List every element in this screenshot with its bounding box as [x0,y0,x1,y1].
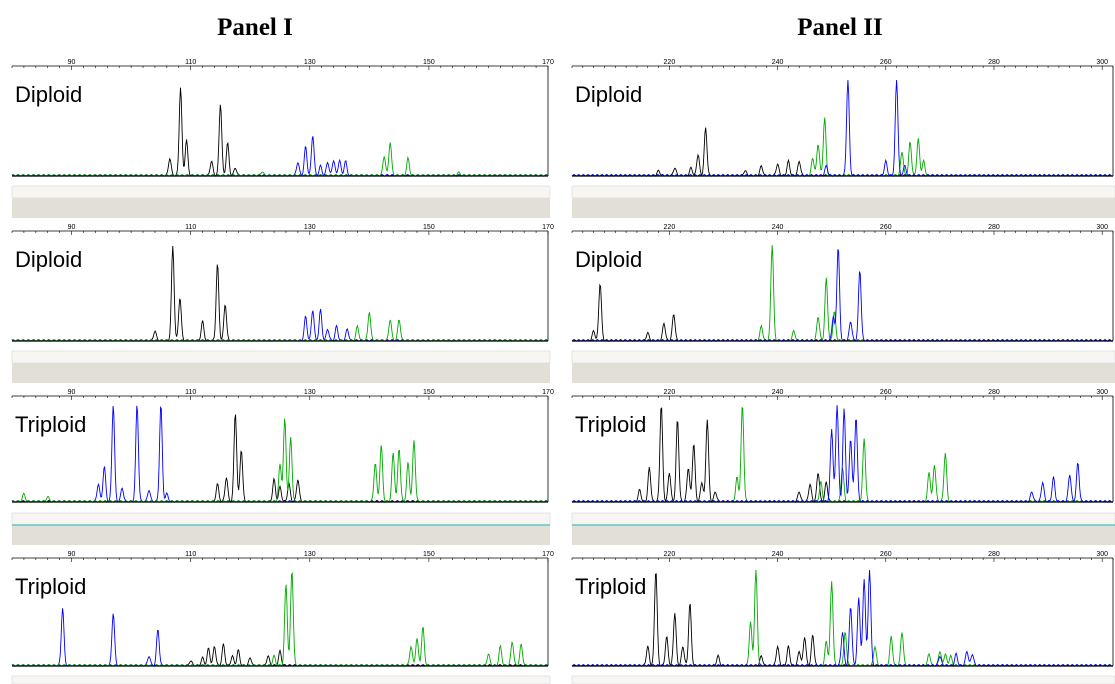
x-tick-label: 110 [185,224,196,231]
sample-label: Diploid [575,247,642,272]
x-tick-label: 300 [1096,551,1108,558]
x-tick-label: 220 [664,59,676,66]
sample-label: Triploid [15,412,86,437]
strip-lower [572,363,1115,383]
x-tick-label: 150 [423,224,435,231]
x-tick-label: 130 [304,551,316,558]
strip-bottom [571,675,1115,684]
strip-lower [572,525,1115,545]
trace-line [11,571,549,667]
x-tick-label: 300 [1096,224,1108,231]
x-tick-label: 170 [542,224,554,231]
trace-line [571,245,1114,342]
x-tick-label: 150 [423,551,435,558]
trace-line [571,127,1114,177]
x-tick-label: 280 [988,224,1000,231]
trace-line [11,608,549,667]
strip-bottom [11,675,551,684]
x-tick-label: 280 [988,389,1000,396]
trace-line [571,405,1114,503]
x-tick-label: 300 [1096,59,1108,66]
sample-label: Diploid [15,82,82,107]
sample-label: Diploid [15,247,82,272]
x-tick-label: 280 [988,551,1000,558]
x-tick-label: 220 [664,551,676,558]
strip-upper [571,185,1115,199]
x-tick-label: 260 [880,224,892,231]
x-tick-label: 110 [185,551,196,558]
x-tick-label: 110 [185,59,196,66]
sample-label: Triploid [575,412,646,437]
x-tick-label: 260 [880,389,892,396]
x-tick-label: 170 [542,551,554,558]
sample-label: Diploid [575,82,642,107]
x-tick-label: 170 [542,59,554,66]
x-tick-label: 130 [304,59,316,66]
x-tick-label: 110 [185,389,196,396]
x-tick-label: 260 [880,551,892,558]
strip-upper [571,512,1115,526]
x-tick-label: 260 [880,59,892,66]
panel-title-left: Panel I [217,14,293,41]
trace-line [11,87,549,177]
strip-lower [12,363,550,383]
x-tick-label: 300 [1096,389,1108,396]
x-tick-label: 240 [772,389,784,396]
strip-lower [12,525,550,545]
x-tick-label: 240 [772,59,784,66]
trace-line [11,643,549,667]
x-tick-label: 90 [68,389,76,396]
x-tick-label: 240 [772,224,784,231]
x-tick-label: 150 [423,59,435,66]
strip-upper [11,185,551,199]
strip-lower [572,198,1115,218]
x-tick-label: 240 [772,551,784,558]
trace-line [11,414,549,503]
x-tick-label: 90 [68,59,76,66]
strip-lower [12,198,550,218]
x-tick-label: 130 [304,389,316,396]
trace-line [11,142,549,177]
trace-line [571,79,1114,177]
trace-line [571,283,1114,342]
trace-line [571,573,1114,667]
sample-label: Triploid [15,574,86,599]
x-tick-label: 130 [304,224,316,231]
x-tick-label: 90 [68,551,76,558]
trace-line [11,308,549,342]
strip-upper [11,512,551,526]
x-tick-label: 280 [988,59,1000,66]
trace-line [11,311,549,342]
x-tick-label: 170 [542,389,554,396]
x-tick-label: 90 [68,224,76,231]
x-tick-label: 220 [664,224,676,231]
x-tick-label: 220 [664,389,676,396]
strip-upper [11,350,551,364]
trace-line [11,136,549,177]
trace-line [11,418,549,503]
trace-line [571,117,1114,177]
x-tick-label: 150 [423,389,435,396]
trace-line [571,249,1114,342]
trace-line [11,245,549,342]
strip-upper [571,350,1115,364]
sample-label: Triploid [575,574,646,599]
panel-title-right: Panel II [797,14,883,41]
